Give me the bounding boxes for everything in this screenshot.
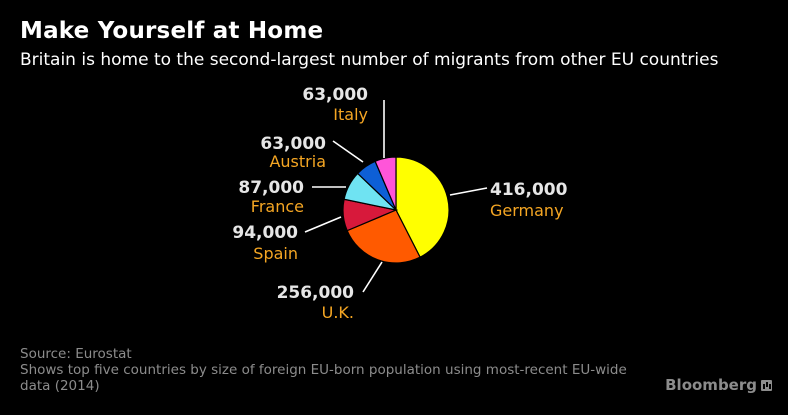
country-label-austria: Austria <box>269 152 326 171</box>
leader-line-u-k <box>362 261 383 293</box>
value-label-austria: 63,000 <box>260 134 326 154</box>
country-label-u-k: U.K. <box>322 303 354 322</box>
leader-line-germany <box>449 187 488 196</box>
bar-chart-icon <box>761 379 772 391</box>
country-label-france: France <box>251 197 304 216</box>
pie-slice-italy <box>374 156 397 211</box>
pie-slice-germany <box>395 156 450 259</box>
methodology-note: Shows top five countries by size of fore… <box>20 362 627 394</box>
value-label-germany: 416,000 <box>490 180 568 200</box>
value-label-france: 87,000 <box>238 178 304 198</box>
leader-line-austria <box>332 140 364 163</box>
country-label-italy: Italy <box>333 105 368 124</box>
page-subtitle: Britain is home to the second-largest nu… <box>20 50 719 70</box>
value-label-u-k: 256,000 <box>277 283 355 303</box>
country-label-germany: Germany <box>490 201 564 220</box>
brand-logo: Bloomberg <box>665 376 772 394</box>
value-label-spain: 94,000 <box>232 223 298 243</box>
country-label-spain: Spain <box>253 244 298 263</box>
page-title: Make Yourself at Home <box>20 18 324 44</box>
value-label-italy: 63,000 <box>302 85 368 105</box>
source-note: Source: Eurostat <box>20 346 132 362</box>
brand-name: Bloomberg <box>665 376 757 394</box>
chart-footer: Source: Eurostat Shows top five countrie… <box>20 346 660 394</box>
leader-line-spain <box>304 216 342 233</box>
